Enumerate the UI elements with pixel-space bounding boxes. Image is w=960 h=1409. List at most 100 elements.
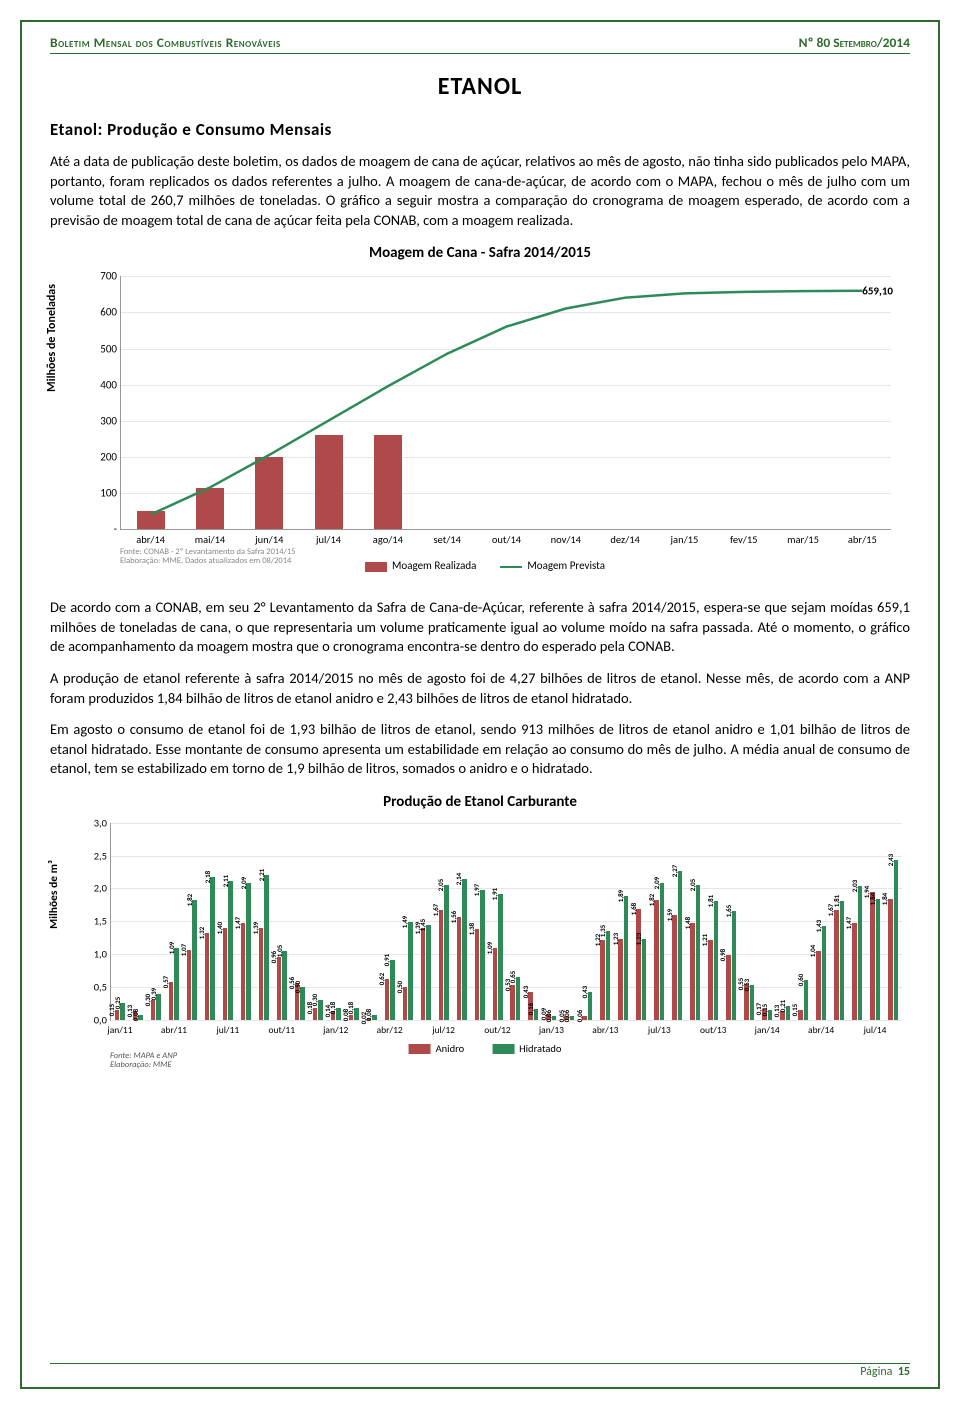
- chart2-bar-group: 1,822,09: [654, 883, 664, 1020]
- chart2-bar-label: 1,82: [647, 894, 657, 906]
- chart2-bar-hidratado: 2,03: [858, 886, 863, 1019]
- chart2-bar-label: 1,97: [472, 884, 482, 896]
- chart2-bar-label: 0,62: [377, 973, 387, 985]
- paragraph-3: A produção de etanol referente à safra 2…: [50, 669, 910, 708]
- chart2-xtick: jan/13: [539, 1024, 564, 1036]
- chart1-ytick: 200: [83, 450, 117, 463]
- chart2-bar-anidro: 1,07: [187, 950, 192, 1020]
- chart2-bar-hidratado: 2,05: [696, 885, 701, 1020]
- chart2-bar-hidratado: 1,82: [192, 900, 197, 1020]
- chart2-xtick: abr/11: [161, 1024, 187, 1036]
- chart1-xtick: set/14: [433, 533, 461, 546]
- chart2-bar-label: 1,67: [431, 904, 441, 916]
- chart2-bar-anidro: 1,09: [493, 948, 498, 1020]
- chart2-gridline: [111, 1020, 902, 1021]
- chart2-bar-anidro: 1,04: [816, 951, 821, 1019]
- chart2-bar-hidratado: 2,05: [444, 885, 449, 1020]
- chart1-xtick: jul/14: [316, 533, 341, 546]
- chart2-bar-label: 1,89: [616, 889, 626, 901]
- chart2-bar-label: 0,08: [131, 1008, 141, 1020]
- chart2-bar-hidratado: 2,43: [894, 860, 899, 1020]
- chart2-bar-group: 1,681,23: [636, 909, 646, 1019]
- chart2-xtick: jan/11: [107, 1024, 132, 1036]
- chart2-bar-label: 1,84: [880, 893, 890, 905]
- chart2-xtick: abr/12: [377, 1024, 403, 1036]
- chart2-xtick: jul/11: [216, 1024, 239, 1036]
- chart2-bar-hidratado: 0,16: [534, 1009, 539, 1020]
- chart2-bar-hidratado: 2,09: [660, 883, 665, 1020]
- chart2-xtick: out/13: [700, 1024, 726, 1036]
- chart1-ytick: 700: [83, 270, 117, 283]
- chart2-bar-group: 1,671,81: [834, 901, 844, 1020]
- chart2-bar-group: 0,620,91: [385, 960, 395, 1020]
- chart2-bar-label: 0,91: [382, 954, 392, 966]
- legend-label: Moagem Prevista: [527, 559, 605, 572]
- page-frame: Boletim Mensal dos Combustíveis Renováve…: [20, 20, 940, 1389]
- chart2-bar-label: 2,21: [257, 868, 267, 880]
- chart2-bar-label: 1,09: [167, 942, 177, 954]
- chart1-end-label: 659,10: [862, 285, 893, 298]
- chart1-xtick: abr/14: [136, 533, 165, 546]
- chart2-bar-label: 0,60: [796, 974, 806, 986]
- chart2-bar-hidratado: 0,18: [354, 1008, 359, 1020]
- chart2-legend-item: Anidro: [409, 1042, 465, 1055]
- legend-swatch: [492, 1044, 514, 1054]
- chart2-bar-anidro: 1,47: [241, 923, 246, 1020]
- chart2-bar-label: 0,98: [718, 949, 728, 961]
- chart2-bar-hidratado: 2,18: [210, 877, 215, 1020]
- chart1-xtick: ago/14: [373, 533, 403, 546]
- chart2-bar-anidro: 0,30: [151, 1000, 156, 1020]
- chart2-bar-hidratado: 1,23: [642, 939, 647, 1020]
- chart2-bar-label: 1,84: [868, 893, 878, 905]
- chart2-bar-anidro: 0,18: [313, 1008, 318, 1020]
- chart2-bar-label: 1,23: [611, 933, 621, 945]
- chart2-bar-group: 1,392,21: [259, 875, 269, 1020]
- chart2-bar-label: 1,07: [179, 943, 189, 955]
- chart2-bar-label: 1,82: [185, 894, 195, 906]
- chart2-bar-anidro: 0,13: [780, 1011, 785, 1020]
- chart2-bar-anidro: 1,82: [654, 900, 659, 1020]
- chart2-ytick: 2,5: [79, 849, 107, 862]
- chart2-bar-label: 1,32: [197, 927, 207, 939]
- chart2-ytick: 0,0: [79, 1013, 107, 1026]
- chart2-bar-hidratado: 0,65: [516, 977, 521, 1020]
- legend-swatch: [365, 562, 387, 572]
- chart2-legend-item: Hidratado: [492, 1042, 561, 1055]
- chart1-xtick: out/14: [492, 533, 521, 546]
- chart2-footnote-2: Elaboração: MME: [110, 1061, 177, 1070]
- chart2-bar-label: 0,21: [778, 1000, 788, 1012]
- chart1-legend-item: Moagem Realizada: [365, 559, 476, 572]
- chart2-bar-label: 2,14: [454, 873, 464, 885]
- chart2-bar-group: 1,391,45: [421, 925, 431, 1020]
- chart1-ylabel: Milhões de Toneladas: [45, 284, 59, 392]
- chart2-bar-label: 1,48: [683, 916, 693, 928]
- chart2-bar-group: 0,550,53: [744, 984, 754, 1020]
- chart2-bar-label: 0,53: [742, 979, 752, 991]
- chart2-xtick: jul/14: [864, 1024, 887, 1036]
- chart2-bar-label: 0,08: [364, 1008, 374, 1020]
- chart2-bar-anidro: 0,15: [798, 1010, 803, 1020]
- chart2-bar-group: 1,041,43: [816, 926, 826, 1020]
- chart2-bar-label: 0,16: [526, 1003, 536, 1015]
- chart2-bar-group: 1,091,91: [493, 894, 503, 1019]
- chart2-bar-group: 0,180,30: [313, 1000, 323, 1020]
- chart2-bar-label: 2,03: [850, 880, 860, 892]
- chart2-ytick: 2,0: [79, 882, 107, 895]
- chart2-bar-group: 0,501,49: [403, 922, 413, 1020]
- chart2-bar-label: 0,15: [790, 1004, 800, 1016]
- chart2-bar-label: 1,49: [400, 916, 410, 928]
- chart2-bar-group: 0,961,05: [277, 951, 287, 1020]
- paragraph-2: De acordo com a CONAB, em seu 2° Levanta…: [50, 598, 910, 657]
- chart1-area: Milhões de Toneladas 1002003004005006007…: [60, 268, 910, 588]
- paragraph-4: Em agosto o consumo de etanol foi de 1,9…: [50, 720, 910, 779]
- chart2-bar-anidro: 1,59: [672, 915, 677, 1019]
- chart-producao: Produção de Etanol Carburante Milhões de…: [50, 793, 910, 1075]
- chart2-xtick: jan/12: [323, 1024, 348, 1036]
- chart2-bar-hidratado: 1,97: [480, 890, 485, 1019]
- chart2-bar-group: 0,050,06: [564, 1016, 574, 1020]
- chart2-bar-hidratado: 0,43: [588, 992, 593, 1020]
- chart2-bar-label: 1,68: [629, 903, 639, 915]
- chart2-bar-label: 0,39: [149, 988, 159, 1000]
- footer-label: Página: [860, 1365, 892, 1379]
- chart2-bar-anidro: 1,67: [834, 910, 839, 1020]
